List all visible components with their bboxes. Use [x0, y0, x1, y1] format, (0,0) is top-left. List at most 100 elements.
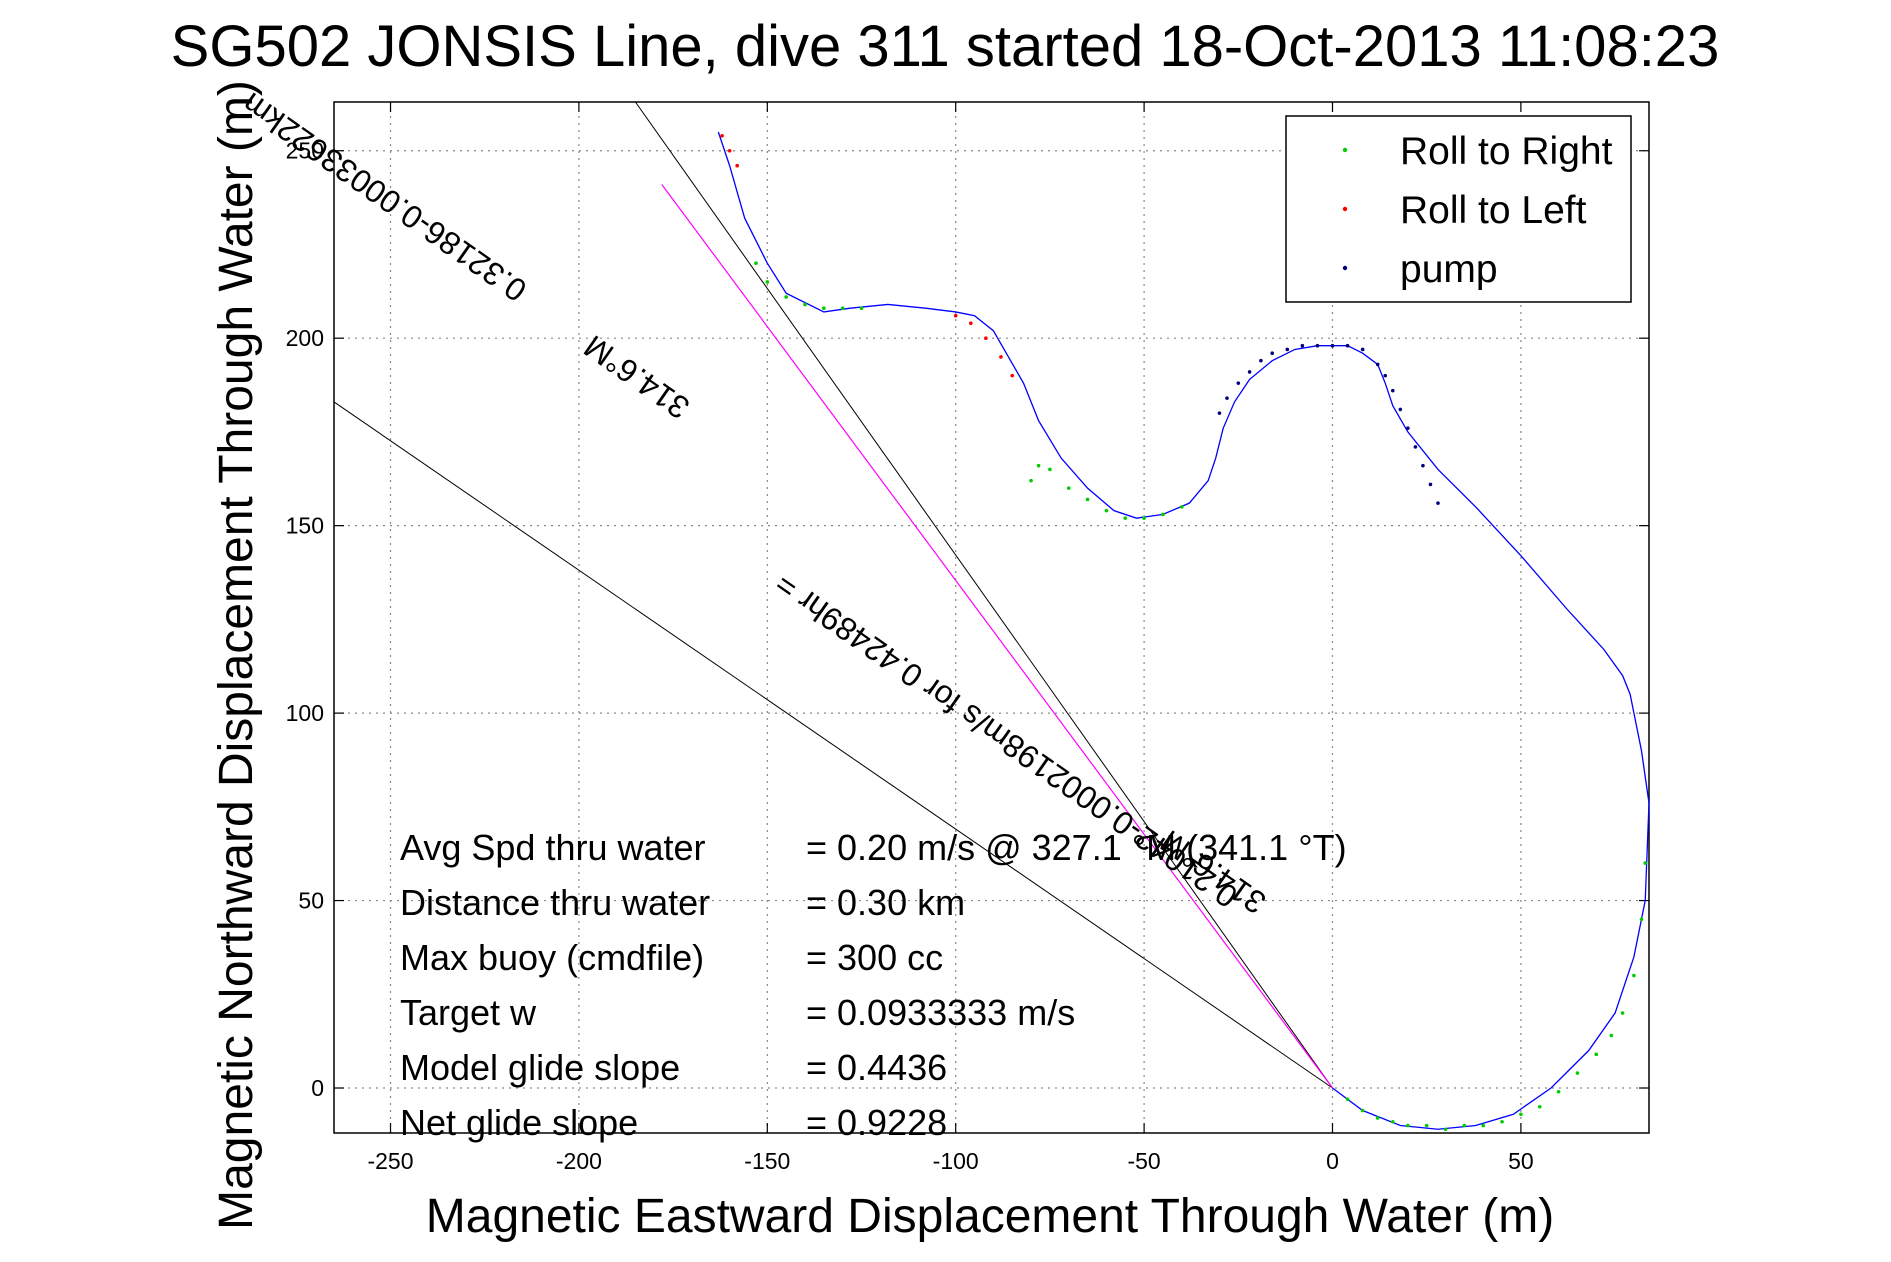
x-tick-label: -50	[1127, 1148, 1160, 1174]
roll-right-marker	[1556, 1089, 1561, 1094]
roll-right-marker	[1519, 1112, 1523, 1117]
pump-marker	[1436, 501, 1440, 505]
pump-marker	[1398, 407, 1403, 412]
legend-label: pump	[1400, 248, 1498, 291]
markers	[720, 133, 1648, 1132]
stat-value: = 0.4436	[806, 1047, 947, 1088]
x-tick-label: 0	[1326, 1148, 1339, 1174]
pump-marker	[1413, 445, 1418, 449]
roll-left-marker	[727, 148, 732, 153]
chart-title: SG502 JONSIS Line, dive 311 started 18-O…	[171, 14, 1720, 79]
roll-right-marker	[1632, 973, 1636, 978]
legend-marker	[1342, 147, 1348, 153]
y-axis-label: Magnetic Northward Displacement Through …	[210, 80, 263, 1230]
roll-left-marker	[1010, 373, 1015, 378]
roll-right-marker	[1443, 1127, 1448, 1132]
x-tick-label: -200	[556, 1148, 602, 1174]
roll-right-marker	[1424, 1123, 1429, 1128]
y-tick-label: 150	[286, 513, 324, 539]
legend-marker	[1342, 206, 1348, 212]
roll-right-marker	[803, 302, 807, 307]
pump-marker	[1330, 343, 1335, 348]
roll-right-marker	[754, 261, 758, 266]
stat-value: = 300 cc	[806, 937, 943, 978]
pump-marker	[1300, 343, 1305, 348]
roll-right-marker	[1375, 1116, 1380, 1120]
x-axis-label: Magnetic Eastward Displacement Through W…	[426, 1190, 1554, 1243]
pump-marker	[1285, 347, 1290, 352]
stat-label: Avg Spd thru water	[400, 827, 706, 868]
roll-left-marker	[984, 336, 988, 340]
rotated-annotation: 0.32186-0.00033622km	[235, 86, 533, 309]
pump-marker	[1225, 396, 1229, 400]
roll-right-marker	[1406, 1123, 1410, 1128]
roll-right-marker	[1066, 486, 1071, 490]
roll-right-marker	[1481, 1123, 1486, 1128]
roll-right-marker	[765, 280, 770, 284]
roll-right-marker	[1575, 1071, 1580, 1075]
roll-right-marker	[1537, 1104, 1542, 1109]
roll-right-marker	[1620, 1011, 1625, 1015]
pump-marker	[1247, 370, 1252, 374]
roll-right-marker	[1142, 516, 1146, 520]
stat-label: Target w	[400, 992, 537, 1033]
roll-right-marker	[1345, 1097, 1350, 1102]
roll-left-marker	[968, 321, 973, 325]
y-tick-label: 100	[286, 700, 324, 726]
pump-marker	[1270, 351, 1275, 355]
roll-right-marker	[784, 295, 788, 299]
stat-label: Model glide slope	[400, 1047, 680, 1088]
stat-label: Net glide slope	[400, 1102, 638, 1143]
y-tick-label: 50	[298, 888, 324, 914]
roll-right-marker	[822, 306, 826, 311]
y-tick-label: 200	[286, 325, 324, 351]
roll-right-marker	[1594, 1052, 1599, 1057]
roll-left-marker	[735, 163, 739, 168]
roll-right-marker	[1609, 1033, 1614, 1038]
pump-marker	[1217, 411, 1222, 415]
pump-marker	[1421, 463, 1425, 468]
heading-lines	[333, 101, 1333, 1089]
pump-marker	[1390, 388, 1395, 393]
plot-area	[333, 101, 1650, 1134]
roll-right-marker	[1462, 1123, 1467, 1128]
stat-value: = 0.0933333 m/s	[806, 992, 1075, 1033]
pump-marker	[1375, 362, 1380, 367]
pump-marker	[1259, 358, 1263, 363]
stat-label: Distance thru water	[400, 882, 710, 923]
roll-right-marker	[1179, 505, 1184, 509]
pump-marker	[1428, 482, 1433, 487]
x-tick-label: -100	[933, 1148, 979, 1174]
roll-right-marker	[1360, 1108, 1365, 1113]
roll-right-marker	[1390, 1119, 1395, 1124]
rotated-annotation: 314.6°M	[577, 328, 696, 426]
roll-right-marker	[1104, 508, 1109, 513]
roll-left-marker	[720, 133, 724, 138]
roll-right-marker	[1500, 1119, 1504, 1124]
pump-marker	[1315, 343, 1320, 348]
pump-marker	[1383, 373, 1388, 378]
stat-value: = 0.20 m/s @ 327.1 °M (341.1 °T)	[806, 827, 1347, 868]
legend-label: Roll to Right	[1400, 130, 1613, 173]
pump-marker	[1345, 343, 1350, 348]
roll-right-marker	[1123, 516, 1128, 520]
stat-value: = 0.30 km	[806, 882, 965, 923]
roll-right-marker	[1048, 467, 1052, 472]
stat-value: = 0.9228	[806, 1102, 947, 1143]
course-line	[661, 184, 1333, 1089]
roll-right-marker	[1036, 463, 1041, 468]
x-tick-label: -250	[367, 1148, 413, 1174]
roll-right-marker	[1639, 917, 1644, 922]
roll-right-marker	[1029, 478, 1033, 483]
pump-marker	[1406, 426, 1410, 430]
x-tick-label: -150	[744, 1148, 790, 1174]
stat-label: Max buoy (cmdfile)	[400, 937, 704, 978]
pump-marker	[1360, 347, 1365, 352]
y-tick-label: 250	[286, 138, 324, 164]
roll-right-marker	[859, 306, 864, 311]
roll-left-marker	[999, 355, 1003, 359]
pump-marker	[1236, 381, 1241, 385]
axis-ticks: -250 -200 -150 -100 -50 0 50 0 50 100 150 200 250	[286, 102, 1649, 1174]
y-tick-label: 0	[311, 1075, 324, 1101]
heading-bound-line	[635, 101, 1333, 1089]
